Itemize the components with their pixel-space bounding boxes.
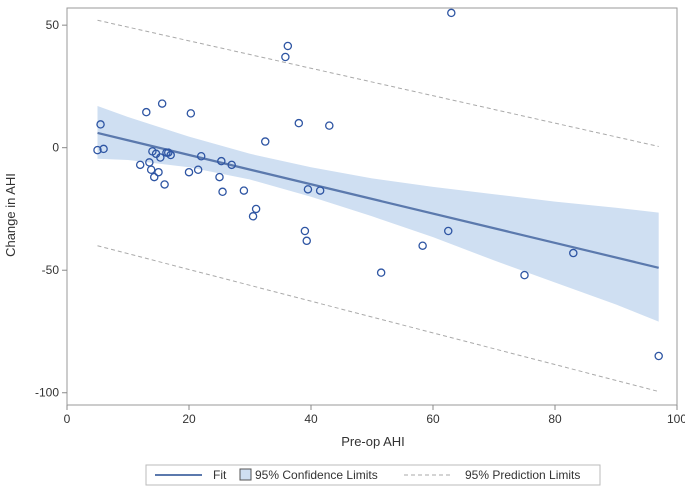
legend: Fit 95% Confidence Limits 95% Prediction… bbox=[145, 464, 601, 486]
data-point bbox=[303, 185, 313, 194]
fit-line bbox=[97, 131, 659, 269]
legend-prediction-label: 95% Prediction Limits bbox=[465, 468, 580, 482]
data-point bbox=[283, 41, 293, 51]
y-tick-label: -100 bbox=[35, 386, 59, 400]
data-point bbox=[654, 351, 663, 361]
data-point bbox=[99, 144, 108, 154]
y-axis-label: Change in AHI bbox=[3, 173, 18, 257]
data-point bbox=[96, 120, 105, 129]
data-points bbox=[93, 8, 663, 361]
data-point bbox=[315, 186, 325, 195]
data-point bbox=[160, 180, 169, 189]
prediction-limit-upper bbox=[97, 19, 659, 147]
data-point bbox=[239, 186, 249, 195]
data-point bbox=[215, 172, 224, 182]
x-axis: 0 20 40 60 80 100 bbox=[64, 405, 685, 426]
data-point bbox=[248, 212, 258, 221]
x-tick-label: 60 bbox=[426, 412, 440, 426]
legend-confidence-swatch bbox=[239, 468, 252, 481]
x-tick-label: 40 bbox=[304, 412, 318, 426]
data-point bbox=[135, 160, 145, 170]
data-point bbox=[302, 236, 311, 246]
data-point bbox=[520, 270, 529, 280]
y-tick-label: 0 bbox=[52, 141, 59, 155]
data-point bbox=[193, 165, 203, 174]
data-point bbox=[260, 137, 270, 146]
y-tick-label: -50 bbox=[42, 263, 60, 277]
data-point bbox=[154, 167, 163, 177]
prediction-limit-lower bbox=[97, 245, 659, 393]
data-point bbox=[251, 204, 261, 214]
data-point bbox=[443, 226, 453, 236]
legend-box bbox=[145, 464, 601, 486]
confidence-band bbox=[97, 106, 659, 322]
x-tick-label: 80 bbox=[548, 412, 562, 426]
data-point bbox=[447, 8, 456, 18]
data-point bbox=[294, 118, 304, 128]
plot-frame bbox=[66, 7, 678, 406]
data-point bbox=[157, 99, 167, 108]
data-point bbox=[149, 172, 159, 182]
data-point bbox=[93, 145, 102, 155]
data-point bbox=[281, 52, 290, 62]
data-point bbox=[418, 241, 427, 250]
data-point bbox=[325, 121, 334, 130]
plot-area bbox=[93, 8, 663, 393]
x-tick-label: 100 bbox=[667, 412, 685, 426]
x-axis-label: Pre-op AHI bbox=[341, 434, 405, 449]
data-point bbox=[217, 156, 226, 166]
data-point bbox=[227, 160, 236, 170]
y-axis: 50 0 -50 -100 bbox=[35, 18, 67, 400]
data-point bbox=[186, 109, 196, 118]
data-point bbox=[184, 167, 194, 177]
data-point bbox=[300, 226, 310, 236]
data-point bbox=[196, 152, 206, 161]
data-point bbox=[218, 187, 227, 197]
x-tick-label: 0 bbox=[64, 412, 71, 426]
y-tick-label: 50 bbox=[46, 18, 60, 32]
data-point bbox=[146, 165, 156, 174]
data-point bbox=[142, 107, 151, 117]
x-tick-label: 20 bbox=[182, 412, 196, 426]
data-point bbox=[376, 268, 386, 277]
legend-fit-label: Fit bbox=[213, 468, 227, 482]
data-point bbox=[166, 150, 175, 160]
legend-confidence-label: 95% Confidence Limits bbox=[255, 468, 378, 482]
data-point bbox=[164, 148, 173, 157]
data-point bbox=[569, 248, 578, 258]
data-point bbox=[156, 153, 165, 162]
